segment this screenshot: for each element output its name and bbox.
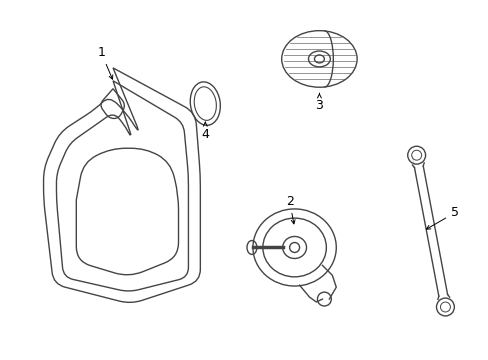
Text: 3: 3 [315, 94, 323, 112]
Text: 5: 5 [426, 206, 458, 229]
Text: 4: 4 [201, 122, 209, 141]
Text: 2: 2 [285, 195, 294, 224]
Text: 1: 1 [97, 46, 113, 79]
